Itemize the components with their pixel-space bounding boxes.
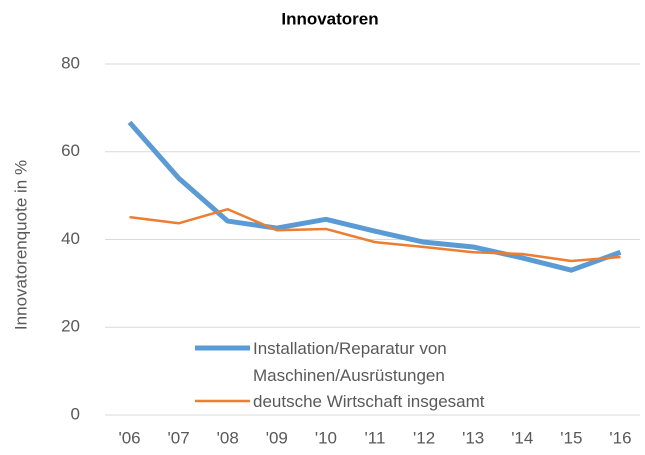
y-tick-label: 0 bbox=[71, 404, 80, 423]
line-series bbox=[127, 120, 622, 273]
x-tick-label: '10 bbox=[315, 428, 337, 447]
x-tick-label: '07 bbox=[168, 428, 190, 447]
x-tick-label: '09 bbox=[266, 428, 288, 447]
x-tick-label: '16 bbox=[609, 428, 631, 447]
legend-label: Installation/Reparatur von Maschinen/Aus… bbox=[253, 339, 447, 385]
x-tick-label: '08 bbox=[217, 428, 239, 447]
y-tick-label: 80 bbox=[61, 53, 80, 72]
x-tick-label: '13 bbox=[462, 428, 484, 447]
x-tick-label: '11 bbox=[365, 428, 386, 447]
y-tick-label: 40 bbox=[61, 229, 80, 248]
y-tick-label: 20 bbox=[61, 317, 80, 336]
legend-label: deutsche Wirtschaft insgesamt bbox=[253, 392, 485, 411]
x-tick-label: '06 bbox=[118, 428, 140, 447]
y-axis-label: Innovatorenquote in % bbox=[11, 160, 30, 330]
line-series bbox=[129, 207, 621, 263]
chart-title: Innovatoren bbox=[281, 9, 378, 28]
x-tick-label: '14 bbox=[511, 428, 533, 447]
x-tick-label: '15 bbox=[560, 428, 582, 447]
y-tick-label: 60 bbox=[61, 141, 80, 160]
x-tick-label: '12 bbox=[413, 428, 435, 447]
